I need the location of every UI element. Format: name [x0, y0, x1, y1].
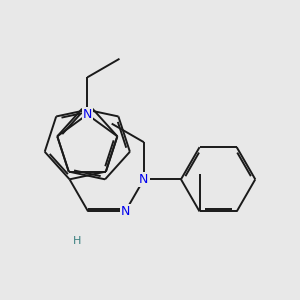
Text: N: N [139, 173, 148, 186]
Text: H: H [73, 236, 81, 246]
Text: N: N [121, 205, 130, 218]
Text: N: N [82, 108, 92, 121]
